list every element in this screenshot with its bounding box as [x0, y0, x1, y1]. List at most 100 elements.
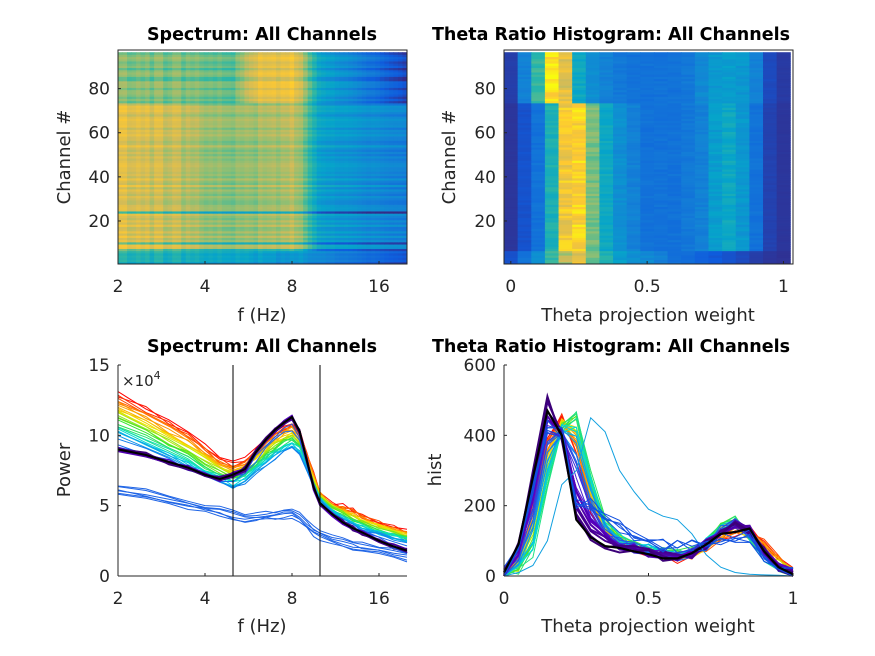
- heatmap-cell: [375, 158, 381, 161]
- heatmap-cell: [199, 131, 205, 135]
- heatmap-cell: [375, 219, 381, 223]
- heatmap-cell: [199, 215, 205, 219]
- heatmap-cell: [208, 188, 214, 192]
- heatmap-cell: [145, 122, 151, 126]
- heatmap-cell: [366, 206, 372, 210]
- heatmap-cell: [294, 182, 300, 185]
- heatmap-cell: [181, 239, 187, 243]
- heatmap-cell: [172, 164, 178, 168]
- heatmap-cell: [348, 191, 354, 194]
- heatmap-cell: [199, 217, 205, 221]
- heatmap-cell: [366, 105, 372, 108]
- heatmap-cell: [253, 188, 259, 192]
- heatmap-cell: [185, 118, 191, 121]
- heatmap-cell: [127, 151, 133, 155]
- heatmap-cell: [118, 100, 124, 104]
- heatmap-cell: [118, 217, 124, 221]
- heatmap-cell: [239, 208, 245, 212]
- heatmap-cell: [131, 184, 137, 188]
- heatmap-cell: [172, 252, 178, 256]
- heatmap-cell: [230, 228, 236, 232]
- heatmap-cell: [294, 138, 300, 141]
- heatmap-cell: [393, 259, 399, 263]
- heatmap-cell: [145, 136, 151, 139]
- heatmap-cell: [334, 213, 340, 216]
- heatmap-cell: [325, 96, 331, 99]
- heatmap-cell: [190, 98, 196, 102]
- heatmap-cell: [285, 94, 291, 97]
- heatmap-cell: [384, 113, 390, 117]
- heatmap-cell: [217, 125, 223, 128]
- heatmap-cell: [136, 160, 142, 163]
- heatmap-cell: [127, 250, 133, 254]
- heatmap-cell: [388, 252, 394, 256]
- heatmap-cell: [388, 91, 394, 95]
- heatmap-cell: [334, 158, 340, 161]
- heatmap-cell: [217, 102, 223, 106]
- heatmap-cell: [384, 215, 390, 219]
- heatmap-cell: [361, 166, 367, 170]
- heatmap-cell: [375, 195, 381, 199]
- heatmap-cell: [203, 222, 209, 225]
- heatmap-cell: [276, 102, 282, 106]
- heatmap-cell: [343, 122, 349, 126]
- heatmap-cell: [294, 120, 300, 124]
- heatmap-cell: [226, 153, 232, 157]
- heatmap-cell: [271, 158, 277, 161]
- heatmap-cell: [334, 142, 340, 146]
- heatmap-cell: [244, 107, 250, 110]
- heatmap-cell: [343, 230, 349, 234]
- heatmap-cell: [235, 255, 241, 258]
- heatmap-cell: [257, 171, 263, 174]
- heatmap-cell: [402, 252, 408, 256]
- heatmap-cell: [375, 222, 381, 225]
- heatmap-cell: [194, 246, 200, 249]
- heatmap-cell: [172, 208, 178, 212]
- heatmap-cell: [289, 228, 295, 232]
- heatmap-cell: [230, 202, 236, 205]
- heatmap-cell: [127, 237, 133, 241]
- heatmap-cell: [217, 206, 223, 210]
- heatmap-cell: [176, 248, 182, 252]
- heatmap-cell: [199, 252, 205, 256]
- heatmap-cell: [199, 127, 205, 130]
- heatmap-cell: [226, 222, 232, 225]
- heatmap-cell: [316, 195, 322, 199]
- heatmap-cell: [127, 219, 133, 223]
- heatmap-cell: [267, 255, 273, 258]
- heatmap-cell: [194, 188, 200, 192]
- heatmap-cell: [393, 149, 399, 152]
- heatmap-cell: [158, 131, 164, 135]
- heatmap-cell: [154, 173, 160, 177]
- heatmap-cell: [343, 191, 349, 194]
- heatmap-cell: [140, 261, 146, 265]
- heatmap-cell: [271, 107, 277, 110]
- heatmap-cell: [321, 160, 327, 163]
- heatmap-cell: [217, 133, 223, 137]
- heatmap-cell: [285, 171, 291, 174]
- heatmap-cell: [118, 171, 124, 174]
- heatmap-cell: [190, 158, 196, 161]
- heatmap-cell: [325, 149, 331, 152]
- heatmap-cell: [348, 125, 354, 128]
- heatmap-cell: [149, 105, 155, 108]
- heatmap-cell: [307, 228, 313, 232]
- heatmap-cell: [154, 142, 160, 146]
- heatmap-cell: [357, 164, 363, 168]
- heatmap-cell: [253, 195, 259, 199]
- heatmap-cell: [397, 136, 403, 139]
- heatmap-cell: [388, 166, 394, 170]
- heatmap-cell: [185, 188, 191, 192]
- heatmap-cell: [303, 149, 309, 152]
- heatmap-cell: [199, 195, 205, 199]
- heatmap-cell: [154, 125, 160, 128]
- heatmap-cell: [370, 233, 376, 236]
- heatmap-cell: [190, 217, 196, 221]
- heatmap-cell: [397, 158, 403, 161]
- heatmap-cell: [262, 204, 268, 208]
- heatmap-cell: [267, 237, 273, 241]
- heatmap-cell: [343, 175, 349, 179]
- heatmap-cell: [190, 102, 196, 106]
- heatmap-cell: [239, 131, 245, 135]
- heatmap-cell: [181, 248, 187, 252]
